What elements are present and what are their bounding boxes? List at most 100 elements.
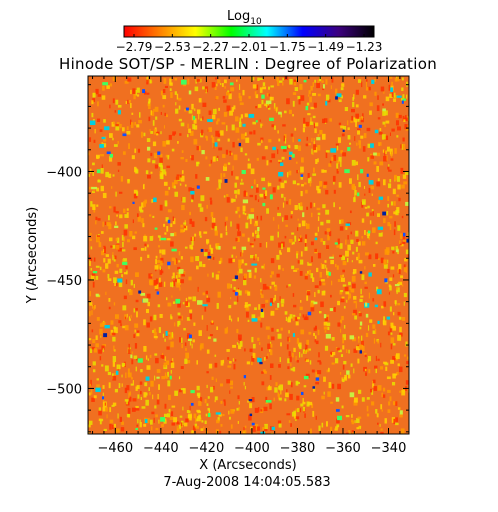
- speckle: [349, 432, 351, 434]
- speckle: [176, 282, 181, 288]
- speckle: [368, 369, 371, 374]
- speckle: [401, 215, 404, 219]
- speckle: [313, 141, 315, 146]
- speckle: [319, 181, 323, 187]
- speckle: [351, 115, 353, 121]
- speckle: [346, 349, 348, 353]
- speckle: [336, 424, 340, 428]
- speckle: [284, 398, 287, 402]
- speckle: [405, 94, 408, 99]
- speckle: [161, 169, 166, 175]
- speckle: [364, 281, 367, 285]
- speckle: [270, 310, 275, 316]
- speckle: [170, 370, 172, 374]
- speckle: [404, 117, 408, 122]
- speckle: [340, 354, 344, 357]
- speckle: [394, 148, 397, 154]
- speckle: [277, 130, 279, 134]
- speckle: [215, 130, 219, 137]
- speckle: [259, 193, 264, 197]
- speckle: [263, 193, 267, 199]
- speckle: [191, 343, 193, 349]
- speckle: [284, 134, 287, 139]
- speckle: [210, 248, 214, 254]
- speckle: [352, 97, 355, 101]
- speckle: [259, 87, 263, 93]
- speckle: [189, 211, 192, 216]
- speckle: [391, 151, 393, 158]
- speckle: [353, 309, 357, 315]
- speckle: [391, 128, 395, 132]
- speckle: [350, 231, 352, 235]
- speckle: [366, 231, 371, 236]
- speckle: [217, 133, 221, 138]
- speckle: [331, 383, 335, 389]
- speckle: [162, 353, 164, 357]
- speckle: [290, 423, 292, 427]
- speckle: [267, 343, 271, 350]
- speckle: [214, 362, 218, 368]
- speckle: [159, 313, 163, 318]
- speckle: [398, 366, 403, 373]
- speckle: [237, 138, 240, 141]
- speckle: [171, 405, 176, 408]
- speckle: [108, 382, 111, 389]
- speckle: [300, 329, 305, 335]
- patch: [382, 108, 386, 112]
- speckle: [307, 261, 309, 266]
- speckle: [336, 160, 340, 164]
- speckle: [252, 426, 256, 432]
- speckle: [179, 415, 183, 418]
- speckle: [134, 121, 137, 126]
- speckle: [230, 87, 235, 92]
- speckle: [278, 265, 281, 270]
- speckle: [400, 98, 404, 101]
- speckle: [182, 302, 185, 305]
- speckle: [239, 182, 244, 185]
- speckle: [293, 413, 296, 419]
- speckle: [132, 219, 134, 224]
- speckle: [189, 341, 192, 346]
- speckle: [185, 418, 189, 423]
- speckle: [175, 275, 179, 279]
- speckle: [231, 124, 235, 131]
- patch: [337, 415, 342, 421]
- speckle: [282, 82, 284, 86]
- speckle: [127, 368, 130, 375]
- speckle: [245, 307, 250, 311]
- speckle: [211, 320, 214, 324]
- speckle: [361, 274, 365, 281]
- x-tick-label: −460: [97, 441, 133, 456]
- speckle: [172, 280, 175, 287]
- patch: [329, 256, 334, 259]
- speckle: [183, 327, 186, 331]
- speckle: [218, 147, 223, 151]
- speckle: [124, 387, 128, 394]
- speckle: [115, 221, 117, 226]
- speckle: [257, 231, 259, 237]
- speckle: [324, 330, 327, 333]
- speckle: [108, 297, 111, 302]
- speckle: [294, 235, 297, 242]
- speckle: [101, 142, 103, 146]
- speckle: [402, 115, 405, 121]
- speckle: [102, 85, 105, 91]
- speckle: [377, 95, 379, 100]
- speckle: [256, 215, 259, 220]
- speckle: [370, 185, 375, 190]
- speckle: [401, 390, 406, 396]
- dark-spot: [300, 174, 304, 177]
- speckle: [326, 219, 331, 224]
- speckle: [364, 266, 366, 270]
- speckle: [296, 395, 300, 401]
- speckle: [163, 420, 167, 424]
- speckle: [364, 206, 368, 209]
- speckle: [385, 366, 388, 371]
- speckle: [401, 77, 404, 81]
- x-tick-label: −380: [280, 441, 316, 456]
- speckle: [164, 356, 166, 362]
- speckle: [110, 329, 114, 336]
- speckle: [390, 266, 395, 270]
- speckle: [333, 202, 335, 208]
- speckle: [237, 317, 239, 322]
